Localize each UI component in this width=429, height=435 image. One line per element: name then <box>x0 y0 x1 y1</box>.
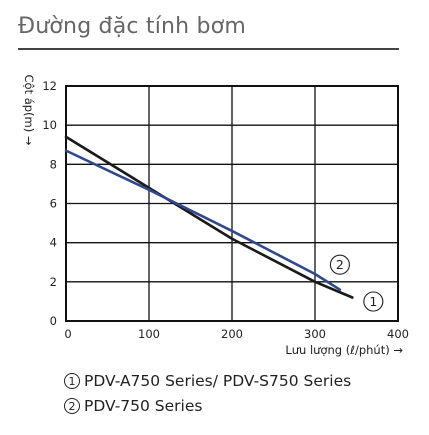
legend-item-1: 1 PDV-A750 Series/ PDV-S750 Series <box>64 372 351 390</box>
y-tick-label: 0 <box>50 314 57 328</box>
legend-marker-1: 1 <box>64 373 80 389</box>
series-marker-2 <box>329 254 350 275</box>
title-divider <box>18 48 399 50</box>
y-tick-label: 8 <box>50 157 57 171</box>
y-tick-label: 10 <box>42 118 57 132</box>
series-line-2 <box>64 149 342 291</box>
series-marker-label-2: 2 <box>336 257 344 272</box>
x-tick-label: 100 <box>138 327 160 341</box>
legend-label-2: PDV-750 Series <box>84 397 203 415</box>
legend-marker-2: 2 <box>64 398 80 414</box>
chart-title: Đường đặc tính bơm <box>18 14 246 39</box>
series-marker-label-1: 1 <box>369 294 377 309</box>
x-tick-label: 0 <box>64 327 71 341</box>
legend-item-2: 2 PDV-750 Series <box>64 397 202 415</box>
y-tick-label: 4 <box>50 236 57 250</box>
y-tick-label: 6 <box>50 197 57 211</box>
series-marker-1 <box>363 291 384 312</box>
x-axis-label: Lưu lượng (ℓ/phút) → <box>285 343 403 357</box>
y-tick-label: 12 <box>42 79 57 93</box>
x-tick-label: 400 <box>387 327 409 341</box>
x-tick-label: 300 <box>304 327 326 341</box>
series-line-1 <box>64 135 354 299</box>
y-tick-label: 2 <box>50 275 57 289</box>
legend-label-1: PDV-A750 Series/ PDV-S750 Series <box>84 372 352 390</box>
x-tick-label: 200 <box>221 327 243 341</box>
y-axis-label: Cột áp(m) → <box>22 74 36 145</box>
